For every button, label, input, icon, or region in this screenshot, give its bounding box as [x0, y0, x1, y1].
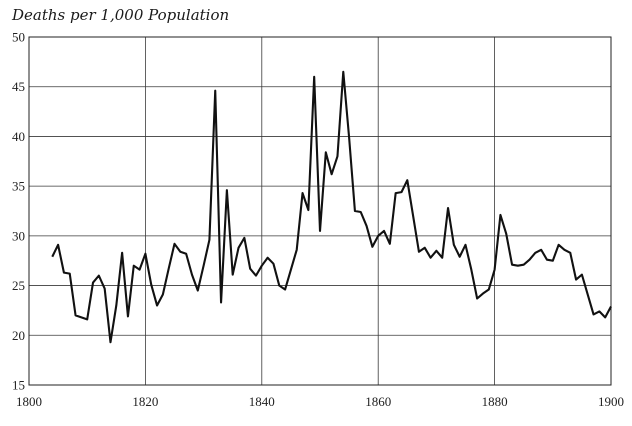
- plot-frame: [28, 36, 612, 386]
- y-axis-label: Deaths per 1,000 Population: [12, 6, 230, 24]
- y-tick-label: 40: [12, 129, 25, 144]
- x-tick-label: 1860: [365, 394, 391, 409]
- x-tick-label: 1800: [16, 394, 42, 409]
- data-series-line: [51, 70, 612, 344]
- x-tick-label: 1900: [598, 394, 624, 409]
- y-tick-label: 35: [12, 179, 25, 194]
- y-tick-label: 25: [12, 278, 25, 293]
- y-tick-label: 20: [12, 328, 25, 343]
- x-tick-label: 1820: [132, 394, 158, 409]
- y-tick-label: 50: [12, 30, 25, 45]
- x-tick-label: 1840: [249, 394, 275, 409]
- y-tick-label: 45: [12, 79, 25, 94]
- y-tick-label: 15: [12, 378, 25, 393]
- y-tick-label: 30: [12, 228, 25, 243]
- x-tick-label: 1880: [482, 394, 508, 409]
